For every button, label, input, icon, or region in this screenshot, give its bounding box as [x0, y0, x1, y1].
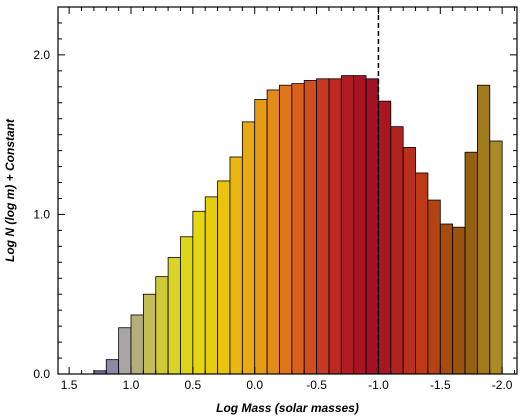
x-tick-label: 0.0 [246, 378, 263, 392]
histogram-bar [105, 359, 120, 375]
histogram-bar [303, 80, 317, 375]
histogram-bar [130, 314, 144, 375]
x-tick-label: -2.0 [492, 378, 513, 392]
histogram-bar [328, 78, 342, 375]
histogram-bar [241, 121, 256, 375]
histogram-bar [167, 257, 181, 375]
histogram-bar [266, 89, 280, 375]
histogram-bar [365, 78, 379, 375]
y-tick-label: 1.0 [33, 207, 50, 221]
y-tick-label: 0.0 [33, 367, 50, 381]
histogram-bar [155, 276, 169, 375]
y-tick-label: 2.0 [33, 48, 50, 62]
histogram-bar [180, 236, 194, 375]
histogram-bar [204, 196, 218, 375]
x-tick-label: -0.5 [306, 378, 327, 392]
histogram-bar [402, 147, 416, 375]
x-tick-label: 0.5 [185, 378, 202, 392]
histogram-bar [477, 84, 491, 375]
x-tick-label: -1.5 [430, 378, 451, 392]
histogram-bars [93, 75, 503, 375]
histogram-bar [390, 126, 404, 375]
x-tick-label: 1.5 [61, 378, 78, 392]
histogram-bar [142, 293, 157, 375]
histogram-bar [279, 84, 293, 375]
histogram-bar [291, 83, 305, 375]
histogram-bar [118, 327, 132, 375]
histogram-bar [415, 172, 429, 375]
histogram-bar [378, 100, 392, 375]
histogram-bar [229, 156, 243, 375]
histogram-bar [316, 78, 330, 375]
histogram-bar [464, 151, 478, 375]
histogram-bar [353, 75, 367, 375]
x-tick-label: 1.0 [123, 378, 140, 392]
x-axis-title: Log Mass (solar masses) [216, 401, 359, 415]
histogram-bar [254, 99, 268, 375]
histogram-bar [340, 75, 355, 375]
x-tick-label: -1.0 [368, 378, 389, 392]
y-axis-title: Log N (log m) + Constant [3, 118, 17, 262]
plot-frame [57, 6, 518, 375]
histogram-bar [489, 140, 503, 375]
histogram-bar [217, 180, 231, 375]
histogram-bar [439, 223, 454, 375]
histogram-bar [452, 226, 466, 375]
histogram-bar [192, 210, 206, 375]
y-axis-ticks: 0.0 1.0 2.0 [33, 6, 517, 381]
x-axis-ticks: 1.5 1.0 0.5 0.0 -0.5 -1.0 -1.5 -2.0 [61, 7, 516, 392]
histogram-bar [427, 199, 441, 375]
